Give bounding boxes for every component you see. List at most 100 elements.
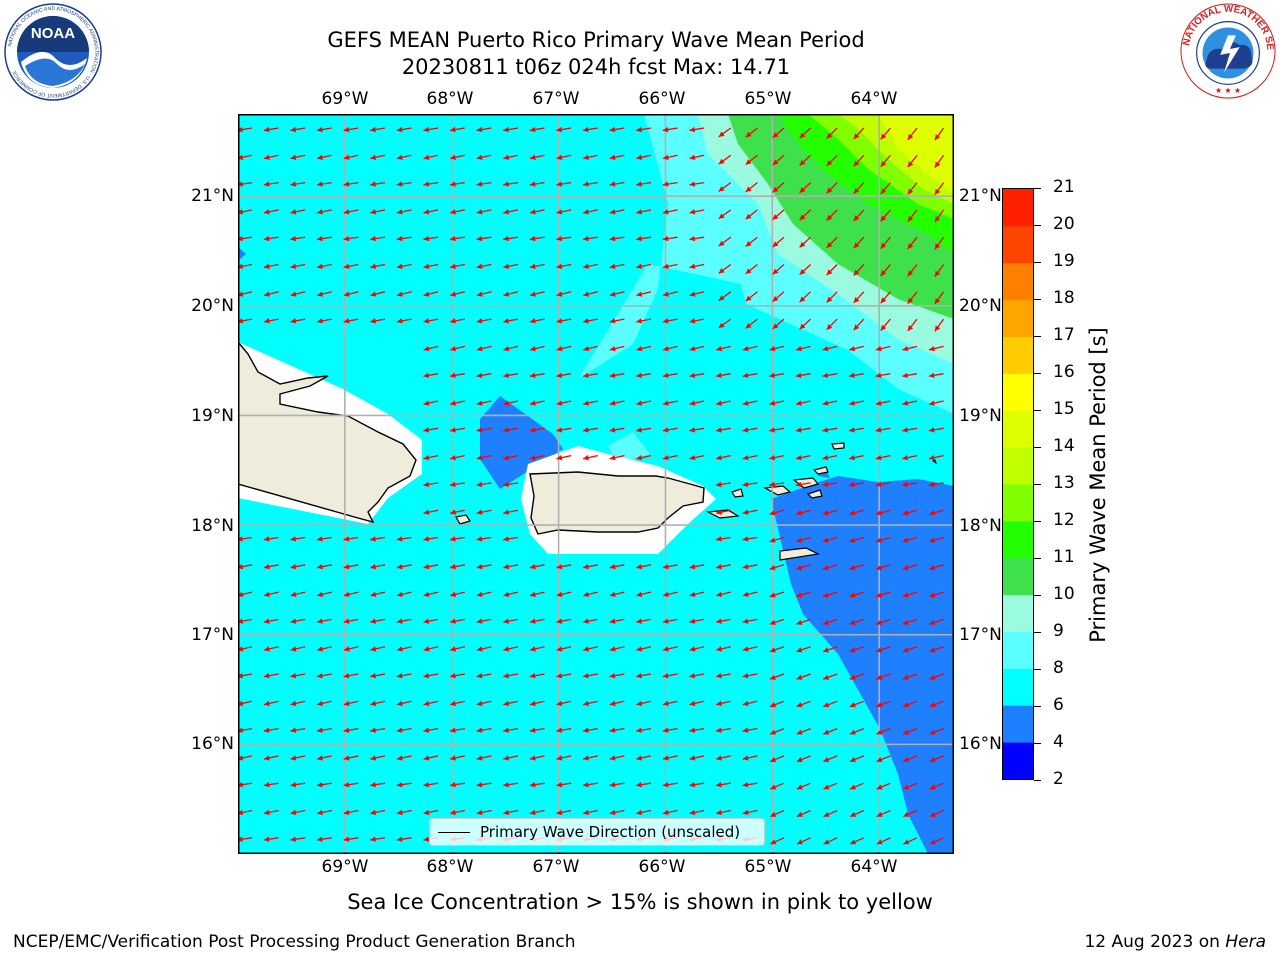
wave-arrow-head (716, 345, 723, 352)
wave-arrow-head (795, 400, 802, 406)
wave-arrow-head (662, 727, 669, 733)
wave-arrow-head (716, 809, 722, 816)
wave-arrow-head (907, 215, 914, 222)
wave-arrow-head (476, 291, 483, 297)
wave-arrow-head (662, 209, 669, 215)
footer-date: 12 Aug 2023 on Hera (1084, 932, 1266, 952)
wave-arrow-head (902, 565, 909, 571)
wave-arrow-head (396, 318, 403, 324)
wave-arrow-head (343, 263, 350, 270)
wave-arrow-head (503, 209, 510, 215)
wave-arrow-head (769, 345, 776, 352)
wave-arrow-head (745, 186, 752, 192)
nws-logo-icon: NATIONAL WEATHER SERVICE ★ ★ ★ (1179, 2, 1276, 99)
wave-arrow-head (636, 372, 642, 379)
wave-arrow-head (876, 647, 883, 653)
wave-arrow-head (718, 240, 725, 247)
wave-arrow-head (264, 591, 270, 598)
wave-arrow-head (396, 672, 403, 679)
wave-arrow-head (772, 268, 779, 275)
wave-arrow-head (903, 839, 910, 845)
wave-arrow-head (662, 563, 669, 570)
wave-arrow-head (826, 242, 833, 248)
wave-arrow-head (370, 563, 377, 570)
wave-arrow-head (636, 755, 643, 761)
wave-arrow-head (343, 836, 350, 842)
wave-arrow-head (343, 809, 350, 816)
wave-arrow-head (689, 209, 696, 215)
wave-arrow-head (529, 727, 536, 733)
wave-arrow-head (689, 400, 696, 406)
wave-arrow-head (689, 235, 696, 242)
wave-arrow-head (876, 702, 883, 708)
lat-label-right-19n: 19°N (959, 406, 1002, 426)
wave-arrow-head (503, 372, 509, 379)
wave-arrow-head (317, 318, 323, 324)
wave-arrow-head (745, 322, 752, 329)
colorbar-label: 9 (1053, 621, 1064, 641)
wave-arrow-head (556, 727, 563, 733)
colorbar-title: Primary Wave Mean Period [s] (1086, 327, 1110, 643)
wave-arrow-head (503, 427, 509, 433)
wave-arrow-head (583, 646, 590, 652)
wave-arrow-head (795, 427, 802, 433)
wave-arrow-head (716, 646, 723, 652)
wave-arrow-head (450, 591, 457, 598)
wave-arrow-head (290, 154, 297, 160)
wave-arrow-head (609, 126, 616, 133)
wave-arrow-head (609, 427, 616, 433)
wave-arrow-head (450, 345, 457, 352)
wave-arrow-head (529, 263, 536, 270)
wave-arrow-head (849, 729, 856, 735)
wave-arrow-head (343, 291, 350, 297)
wave-arrow-head (742, 672, 749, 679)
wave-arrow-head (716, 509, 722, 515)
wave-arrow-head (772, 241, 779, 247)
colorbar-tick (1034, 779, 1041, 781)
wave-arrow-head (290, 563, 297, 570)
colorbar-tick (1034, 668, 1041, 670)
wave-arrow-head (875, 510, 882, 516)
wave-arrow-head (583, 372, 589, 379)
wave-arrow-head (476, 235, 483, 242)
wave-arrow-head (476, 154, 483, 160)
wave-arrow-head (609, 345, 616, 352)
wave-arrow-head (880, 133, 887, 140)
lat-label-right-17n: 17°N (959, 625, 1002, 645)
wave-arrow-head (716, 672, 722, 679)
wave-arrow-head (423, 563, 430, 570)
wave-arrow-head (880, 188, 887, 195)
wave-arrow-head (826, 269, 833, 276)
wave-arrow-head (583, 318, 589, 324)
wave-arrow-head (903, 811, 910, 817)
wave-arrow-head (849, 427, 855, 433)
wave-arrow-head (476, 755, 483, 761)
wave-arrow-head (716, 372, 722, 379)
wave-arrow-head (853, 269, 860, 276)
wave-arrow-head (290, 318, 297, 324)
colorbar-label: 19 (1053, 251, 1075, 271)
wave-arrow-head (769, 647, 776, 653)
wave-arrow-head (929, 592, 936, 598)
colorbar-label: 10 (1053, 584, 1075, 604)
wave-arrow-head (290, 536, 297, 542)
wave-arrow-head (423, 154, 430, 160)
wave-arrow-head (796, 592, 803, 598)
footer-credit: NCEP/EMC/Verification Post Processing Pr… (13, 932, 576, 952)
wave-arrow-head (769, 537, 776, 543)
lon-label-top-67w: 67°W (532, 89, 580, 109)
wave-arrow-head (662, 454, 669, 461)
wave-arrow-head (929, 784, 936, 790)
wave-arrow-head (423, 235, 430, 242)
lon-label-bottom-67w: 67°W (532, 857, 580, 877)
wave-arrow-head (556, 427, 563, 433)
wave-arrow-head (663, 646, 669, 652)
wave-arrow-head (826, 160, 833, 166)
wave-arrow-head (849, 345, 856, 352)
wave-arrow-head (662, 700, 669, 707)
wave-arrow-head (343, 591, 350, 598)
wave-arrow-head (796, 674, 803, 680)
wave-arrow-head (423, 400, 430, 406)
colorbar-label: 13 (1053, 473, 1075, 493)
wave-arrow-head (907, 133, 914, 140)
